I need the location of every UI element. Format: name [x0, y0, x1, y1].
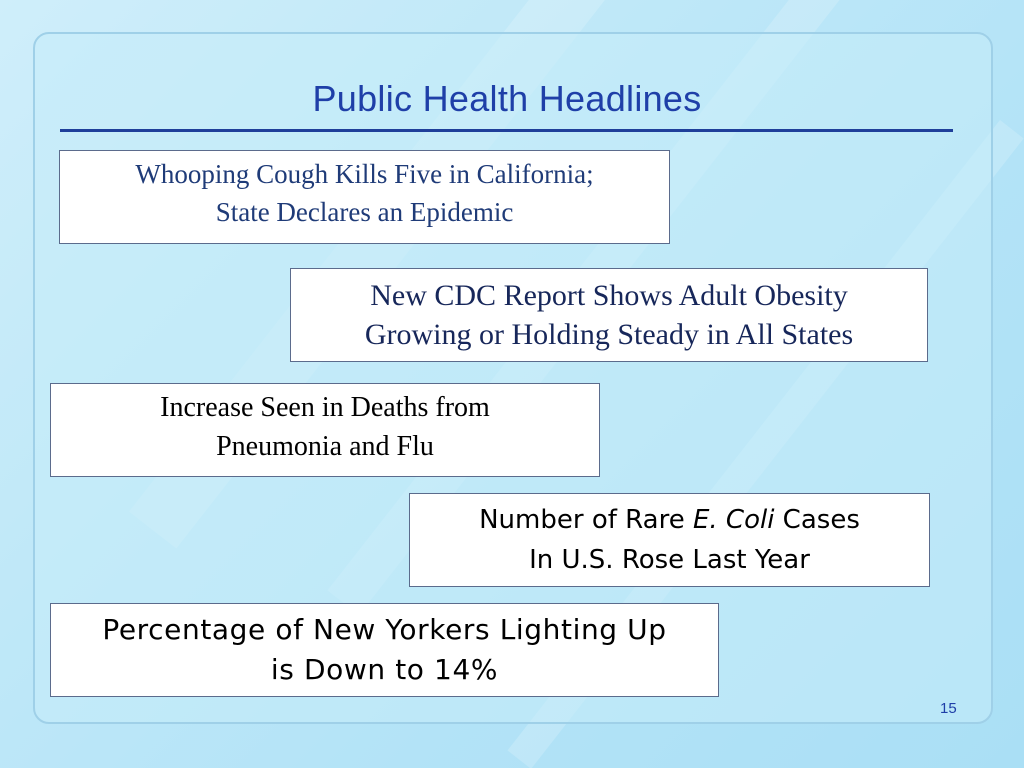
headline-text: Cases [774, 505, 860, 535]
headline-new-yorkers-smoking: Percentage of New Yorkers Lighting Up is… [50, 603, 719, 697]
headline-line: Increase Seen in Deaths from [160, 392, 490, 423]
headline-line: Number of Rare E. Coli Cases [410, 500, 929, 540]
headline-line: New CDC Report Shows Adult Obesity [370, 279, 848, 312]
headline-pneumonia-flu: Increase Seen in Deaths from Pneumonia a… [50, 383, 600, 477]
headline-e-coli: Number of Rare E. Coli Cases In U.S. Ros… [409, 493, 930, 587]
headline-line: Whooping Cough Kills Five in California; [135, 159, 594, 189]
headline-line: is Down to 14% [270, 653, 499, 686]
headline-line: State Declares an Epidemic [215, 197, 514, 227]
headline-cdc-obesity: New CDC Report Shows Adult Obesity Growi… [290, 268, 928, 362]
headline-line: Percentage of New Yorkers Lighting Up [102, 613, 667, 646]
headline-italic-text: E. Coli [692, 505, 775, 535]
slide-title: Public Health Headlines [312, 78, 702, 119]
title-underline [60, 129, 953, 132]
headline-whooping-cough: Whooping Cough Kills Five in California;… [59, 150, 670, 244]
headline-line: Pneumonia and Flu [216, 431, 434, 462]
headline-line: In U.S. Rose Last Year [529, 545, 810, 575]
headline-text: Number of Rare [479, 505, 693, 535]
page-number: 15 [940, 700, 957, 717]
headline-line: Growing or Holding Steady in All States [364, 318, 854, 351]
